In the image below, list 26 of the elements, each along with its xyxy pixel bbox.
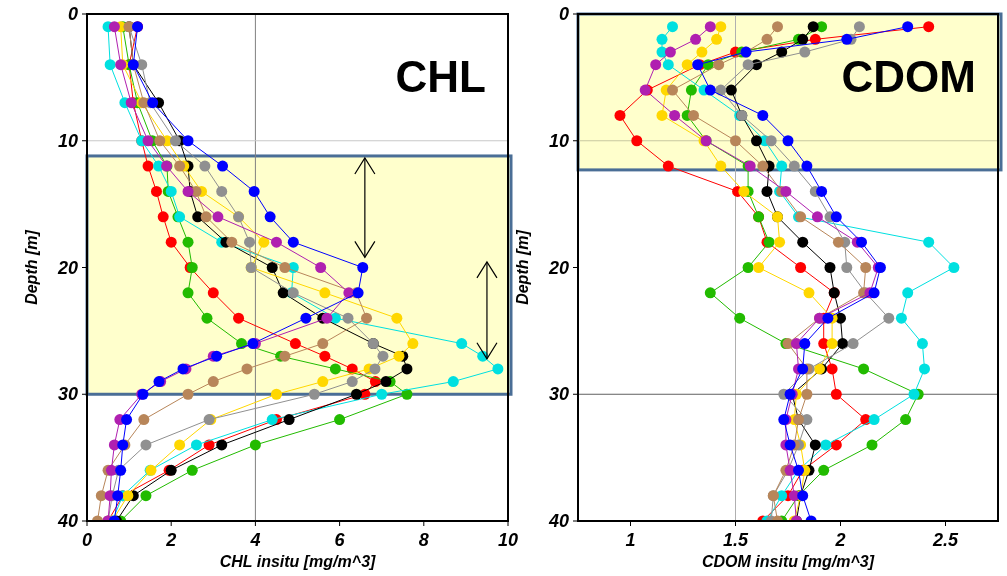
y-tick-label: 20 xyxy=(56,257,78,278)
y-axis-title: Depth [m] xyxy=(23,229,40,305)
y-tick-label: 30 xyxy=(57,384,78,405)
x-tick-label: 2 xyxy=(165,530,177,550)
y-tick-label: 0 xyxy=(558,4,569,24)
y-tick-label: 20 xyxy=(547,257,569,278)
x-tick-label: 10 xyxy=(497,530,519,550)
x-tick-label: 6 xyxy=(334,530,346,550)
y-tick-label: 0 xyxy=(67,4,78,24)
y-tick-label: 40 xyxy=(56,511,78,531)
x-tick-label: 8 xyxy=(418,530,429,550)
text: CHL xyxy=(395,52,486,101)
x-tick-label: 0 xyxy=(81,530,93,550)
x-tick-label: 4 xyxy=(249,530,261,550)
text: CDOM xyxy=(841,52,976,101)
y-tick-label: 10 xyxy=(548,130,569,151)
y-tick-label: 30 xyxy=(548,384,569,405)
x-axis-title: CDOM insitu [mg/m^3] xyxy=(701,553,875,570)
x-axis-title: CHL insitu [mg/m^3] xyxy=(219,553,377,570)
x-tick-label: 2 xyxy=(834,530,846,550)
y-tick-label: 10 xyxy=(57,130,78,151)
y-axis-title: Depth [m] xyxy=(514,229,531,305)
x-tick-label: 2.5 xyxy=(931,530,959,550)
x-tick-label: 1.5 xyxy=(722,530,749,550)
x-tick-label: 1 xyxy=(625,530,636,550)
y-tick-label: 40 xyxy=(547,511,569,531)
